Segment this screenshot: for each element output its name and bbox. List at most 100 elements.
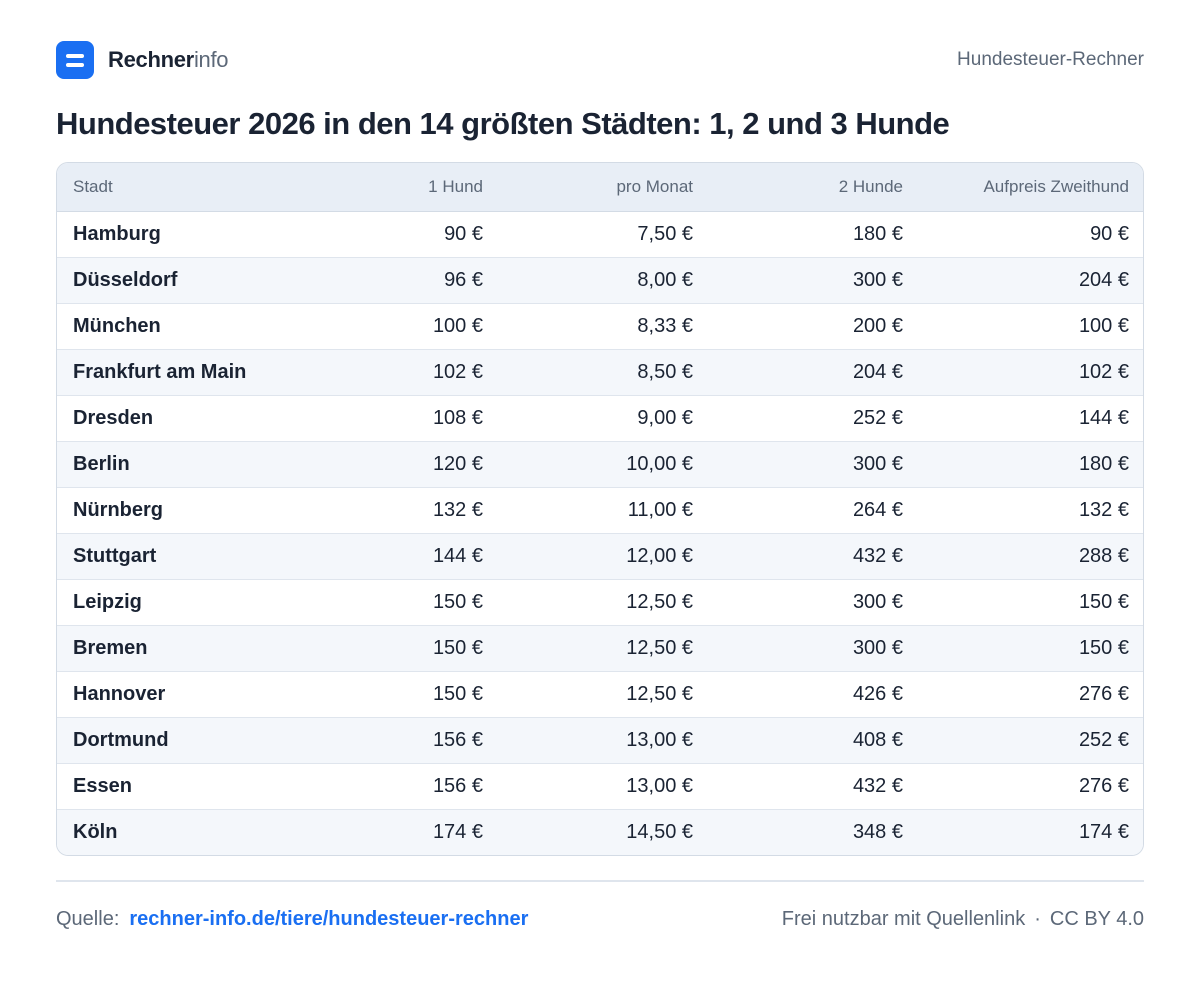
per-month-cell: 10,00 € — [499, 440, 709, 487]
source-link[interactable]: rechner-info.de/tiere/hundesteuer-rechne… — [129, 907, 529, 930]
per-month-cell: 12,50 € — [499, 624, 709, 671]
table-row: Berlin 120 €10,00 €300 €180 € — [57, 440, 1143, 487]
city-cell: Berlin — [57, 440, 323, 487]
two-dogs-cell: 348 € — [709, 808, 919, 855]
footer-divider — [56, 880, 1144, 882]
two-dogs-cell: 204 € — [709, 348, 919, 395]
column-header-one-dog: 1 Hund — [323, 163, 499, 212]
page-footer: Quelle: rechner-info.de/tiere/hundesteuer… — [56, 904, 1144, 934]
two-dogs-cell: 300 € — [709, 624, 919, 671]
per-month-cell: 11,00 € — [499, 486, 709, 533]
surcharge-cell: 276 € — [919, 670, 1143, 717]
one-dog-cell: 132 € — [323, 486, 499, 533]
brand-logo[interactable]: Rechnerinfo — [56, 41, 229, 79]
table-row: Hannover 150 €12,50 €426 €276 € — [57, 670, 1143, 717]
one-dog-cell: 120 € — [323, 440, 499, 487]
table-row: Hamburg 90 € 7,50 € 180 € 90 € — [57, 211, 1143, 257]
table-row: Leipzig 150 €12,50 €300 €150 € — [57, 578, 1143, 625]
two-dogs-cell: 408 € — [709, 716, 919, 763]
one-dog-cell: 150 € — [323, 670, 499, 717]
surcharge-cell: 150 € — [919, 578, 1143, 625]
brand-name: Rechnerinfo — [108, 47, 229, 73]
surcharge-cell: 252 € — [919, 716, 1143, 763]
table-row: Essen 156 €13,00 €432 €276 € — [57, 762, 1143, 809]
city-cell: Nürnberg — [57, 486, 323, 533]
table-row: Frankfurt am Main 102 €8,50 €204 €102 € — [57, 348, 1143, 395]
calculator-name: Hundesteuer-Rechner — [957, 49, 1144, 70]
two-dogs-cell: 432 € — [709, 762, 919, 809]
one-dog-cell: 100 € — [323, 302, 499, 349]
two-dogs-cell: 432 € — [709, 532, 919, 579]
surcharge-cell: 180 € — [919, 440, 1143, 487]
one-dog-cell: 156 € — [323, 716, 499, 763]
two-dogs-cell: 426 € — [709, 670, 919, 717]
table-header-row: Stadt 1 Hund pro Monat 2 Hunde Aufpreis … — [57, 163, 1143, 212]
two-dogs-cell: 300 € — [709, 440, 919, 487]
city-cell: Düsseldorf — [57, 256, 323, 303]
two-dogs-cell: 264 € — [709, 486, 919, 533]
per-month-cell: 8,33 € — [499, 302, 709, 349]
surcharge-cell: 174 € — [919, 808, 1143, 855]
two-dogs-cell: 180 € — [852, 222, 903, 245]
surcharge-cell: 150 € — [919, 624, 1143, 671]
city-cell: Leipzig — [57, 578, 323, 625]
rechnerinfo-logo-icon — [56, 41, 94, 79]
page-title: Hundesteuer 2026 in den 14 größten Städt… — [56, 106, 950, 141]
table-row: Nürnberg 132 €11,00 €264 €132 € — [57, 486, 1143, 533]
city-cell: Stuttgart — [57, 532, 323, 579]
tax-table: Stadt 1 Hund pro Monat 2 Hunde Aufpreis … — [57, 163, 1143, 855]
city-cell: Dortmund — [57, 716, 323, 763]
table-row: Düsseldorf 96 €8,00 €300 €204 € — [57, 256, 1143, 303]
surcharge-cell: 102 € — [919, 348, 1143, 395]
brand-name-light: info — [193, 47, 229, 72]
license-info: Frei nutzbar mit Quellenlink · CC BY 4.0 — [782, 908, 1144, 931]
two-dogs-cell: 252 € — [709, 394, 919, 441]
city-cell: Essen — [57, 762, 323, 809]
one-dog-cell: 144 € — [323, 532, 499, 579]
surcharge-cell: 100 € — [919, 302, 1143, 349]
per-month-cell: 12,50 € — [499, 578, 709, 625]
tax-table-container: Stadt 1 Hund pro Monat 2 Hunde Aufpreis … — [56, 162, 1144, 856]
page-header: Rechnerinfo Hundesteuer-Rechner — [56, 40, 1144, 80]
license-badge: CC BY 4.0 — [1049, 907, 1144, 930]
per-month-cell: 12,00 € — [499, 532, 709, 579]
one-dog-cell: 108 € — [323, 394, 499, 441]
two-dogs-cell: 200 € — [709, 302, 919, 349]
per-month-cell: 14,50 € — [499, 808, 709, 855]
per-month-cell: 8,50 € — [499, 348, 709, 395]
table-row: Bremen 150 €12,50 €300 €150 € — [57, 624, 1143, 671]
city-cell: Hamburg — [73, 222, 161, 245]
one-dog-cell: 90 € — [444, 222, 483, 245]
per-month-cell: 12,50 € — [499, 670, 709, 717]
city-cell: Dresden — [57, 394, 323, 441]
one-dog-cell: 96 € — [323, 256, 499, 303]
surcharge-cell: 288 € — [919, 532, 1143, 579]
per-month-cell: 13,00 € — [499, 716, 709, 763]
city-cell: München — [57, 302, 323, 349]
two-dogs-cell: 300 € — [709, 256, 919, 303]
surcharge-cell: 276 € — [919, 762, 1143, 809]
per-month-cell: 7,50 € — [637, 222, 693, 245]
table-row: Dortmund 156 €13,00 €408 €252 € — [57, 716, 1143, 763]
per-month-cell: 8,00 € — [499, 256, 709, 303]
column-header-city: Stadt — [57, 163, 323, 212]
one-dog-cell: 174 € — [323, 808, 499, 855]
per-month-cell: 13,00 € — [499, 762, 709, 809]
one-dog-cell: 102 € — [323, 348, 499, 395]
source-label: Quelle: — [56, 907, 120, 930]
surcharge-cell: 90 € — [1090, 222, 1129, 245]
table-row: Stuttgart 144 €12,00 €432 €288 € — [57, 532, 1143, 579]
table-row: München 100 €8,33 €200 €100 € — [57, 302, 1143, 349]
surcharge-cell: 132 € — [919, 486, 1143, 533]
one-dog-cell: 150 € — [323, 578, 499, 625]
one-dog-cell: 156 € — [323, 762, 499, 809]
per-month-cell: 9,00 € — [499, 394, 709, 441]
column-header-per-month: pro Monat — [499, 163, 709, 212]
city-cell: Köln — [57, 808, 323, 855]
city-cell: Bremen — [57, 624, 323, 671]
surcharge-cell: 144 € — [919, 394, 1143, 441]
two-dogs-cell: 300 € — [709, 578, 919, 625]
table-row: Köln 174 €14,50 €348 €174 € — [57, 808, 1143, 855]
table-row: Dresden 108 €9,00 €252 €144 € — [57, 394, 1143, 441]
source-line: Quelle: rechner-info.de/tiere/hundesteuer… — [56, 908, 528, 931]
